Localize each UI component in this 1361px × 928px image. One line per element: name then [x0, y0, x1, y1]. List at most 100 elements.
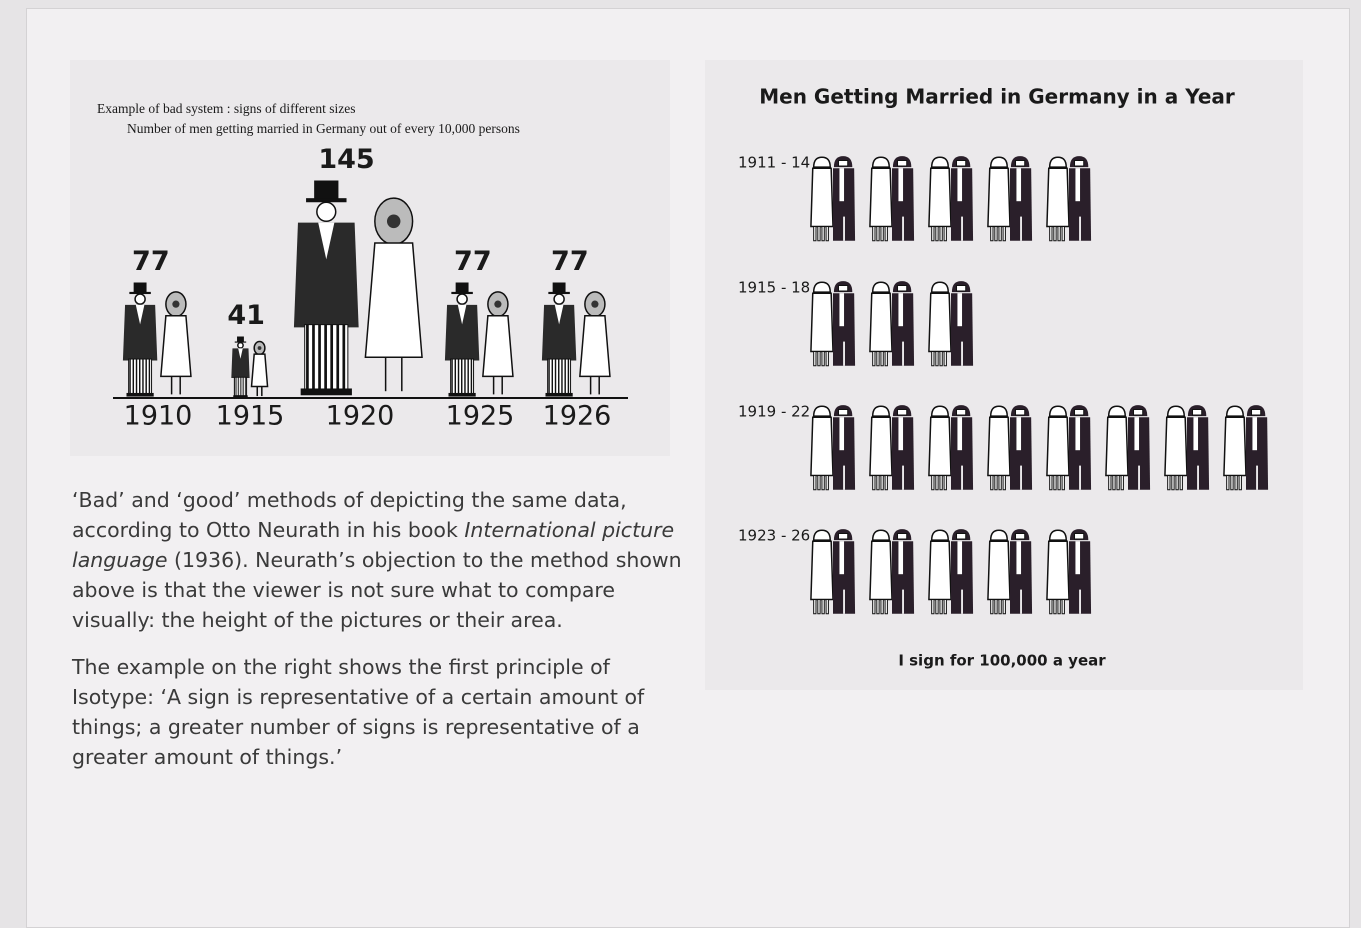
woman-dress — [1106, 417, 1128, 475]
stripe — [552, 359, 553, 394]
legend-note: I sign for 100,000 a year — [898, 652, 1106, 670]
woman-leg — [873, 227, 875, 241]
woman-head — [873, 530, 890, 540]
woman-dress — [929, 541, 951, 599]
woman-dress — [811, 293, 833, 351]
woman-leg — [877, 227, 879, 241]
woman-leg — [1121, 476, 1123, 490]
woman-leg — [1117, 476, 1119, 490]
stripe — [242, 377, 243, 395]
couple-sign — [294, 181, 422, 396]
woman-dress — [1224, 417, 1246, 475]
leg-gap — [1138, 466, 1140, 490]
woman-head — [991, 406, 1008, 416]
couple-sign — [445, 283, 513, 397]
leg-gap — [902, 466, 904, 490]
face — [839, 534, 848, 540]
woman-leg — [936, 227, 938, 241]
woman-leg — [885, 600, 887, 614]
woman-leg — [885, 476, 887, 490]
woman-leg — [822, 352, 824, 366]
value-label: 77 — [132, 246, 170, 277]
x-tick-label: 1926 — [543, 401, 612, 432]
couple-sign — [870, 156, 914, 241]
woman-leg — [1058, 476, 1060, 490]
woman-leg — [877, 476, 879, 490]
head — [317, 202, 336, 221]
woman-leg — [944, 600, 946, 614]
face — [898, 286, 907, 292]
woman-leg — [873, 352, 875, 366]
woman-leg — [1058, 600, 1060, 614]
woman-leg — [995, 227, 997, 241]
face — [1075, 161, 1084, 167]
woman-leg — [1050, 476, 1052, 490]
stripe — [142, 359, 143, 394]
stripe — [336, 325, 339, 390]
row-label: 1923 - 26 — [738, 527, 810, 545]
woman-leg — [991, 600, 993, 614]
woman-leg — [940, 600, 942, 614]
face — [839, 410, 848, 416]
woman-leg — [814, 600, 816, 614]
stripe — [342, 325, 345, 390]
stripe — [245, 377, 246, 395]
man-shirt — [1252, 417, 1257, 450]
face — [839, 161, 848, 167]
man-shirt — [1016, 417, 1021, 450]
woman-leg — [881, 227, 883, 241]
stripe — [461, 359, 462, 394]
head — [457, 294, 467, 304]
stripe — [558, 359, 559, 394]
woman-leg — [885, 227, 887, 241]
woman-dress — [988, 417, 1010, 475]
woman-dress — [870, 168, 892, 226]
woman-dress — [929, 417, 951, 475]
woman-dress — [811, 417, 833, 475]
woman-leg — [877, 352, 879, 366]
x-tick-label: 1915 — [216, 401, 285, 432]
woman-leg — [1003, 476, 1005, 490]
man-shirt — [898, 541, 903, 574]
couple-sign — [929, 405, 973, 490]
woman-leg — [999, 227, 1001, 241]
x-tick-label: 1910 — [124, 401, 193, 432]
man-shirt — [839, 168, 844, 201]
couple-sign — [870, 405, 914, 490]
woman-leg — [873, 476, 875, 490]
x-tick-label: 1920 — [326, 401, 395, 432]
stripe — [240, 377, 241, 395]
woman-leg — [1062, 227, 1064, 241]
value-label: 77 — [454, 246, 492, 277]
face — [957, 410, 966, 416]
leg-gap — [843, 342, 845, 366]
leg-gap — [1079, 466, 1081, 490]
woman-leg — [1054, 227, 1056, 241]
couple-sign — [1047, 529, 1091, 614]
face — [1016, 410, 1025, 416]
woman-leg — [822, 600, 824, 614]
woman-leg — [940, 352, 942, 366]
woman-dress — [929, 168, 951, 226]
leg-gap — [1256, 466, 1258, 490]
face — [898, 410, 907, 416]
man-shirt — [898, 293, 903, 326]
woman-dress — [1047, 417, 1069, 475]
woman-dress — [929, 293, 951, 351]
woman-leg — [1050, 600, 1052, 614]
man-shirt — [1016, 541, 1021, 574]
leg-gap — [1079, 590, 1081, 614]
woman-head — [991, 157, 1008, 167]
face — [957, 161, 966, 167]
value-label: 145 — [318, 144, 374, 175]
stripe — [455, 359, 456, 394]
woman-leg — [944, 227, 946, 241]
leg-gap — [843, 466, 845, 490]
man-shirt — [957, 417, 962, 450]
woman-leg — [818, 476, 820, 490]
stripe — [458, 359, 459, 394]
couple-sign — [929, 156, 973, 241]
woman-leg — [814, 227, 816, 241]
woman-head — [814, 282, 831, 292]
man-shirt — [1075, 168, 1080, 201]
